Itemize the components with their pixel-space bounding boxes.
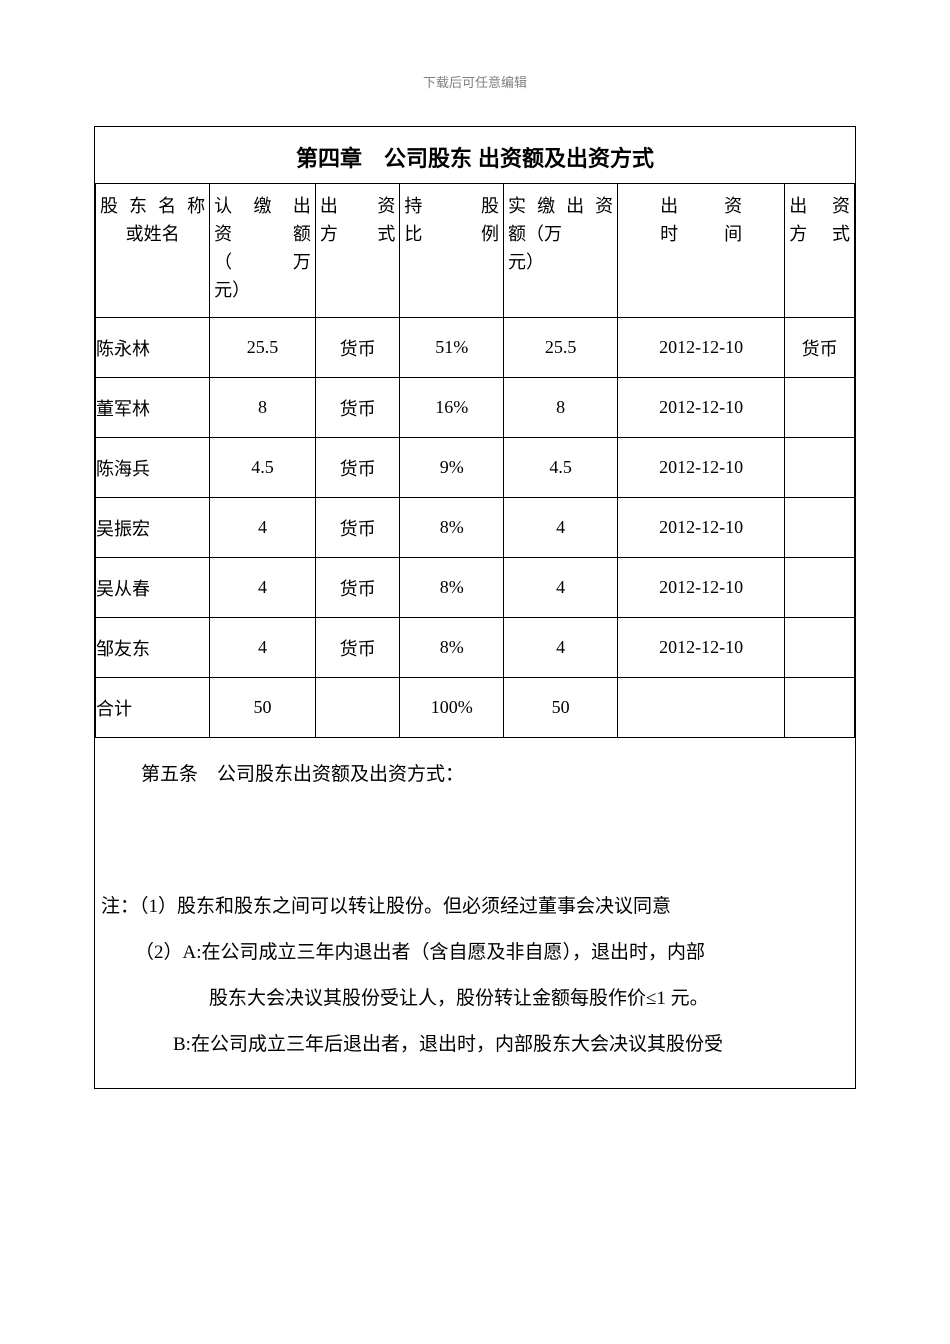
cell-subscribed: 4 — [210, 618, 316, 678]
col-header-ratio: 持股 比例 — [400, 184, 504, 318]
cell-method1 — [315, 678, 400, 738]
col-header-sub-l2: 资 额 — [214, 220, 311, 248]
col-header-paid-l2: 额（万 — [508, 224, 562, 244]
page-header-note: 下载后可任意编辑 — [0, 72, 950, 91]
cell-method1: 货币 — [315, 438, 400, 498]
table-row: 吴从春 4 货币 8% 4 2012-12-10 — [96, 558, 855, 618]
cell-method1: 货币 — [315, 558, 400, 618]
col-header-name: 股东名称 或姓名 — [96, 184, 210, 318]
note-line-1: 注：（1）股东和股东之间可以转让股份。但必须经过董事会决议同意 — [101, 884, 849, 930]
cell-time: 2012-12-10 — [618, 438, 785, 498]
cell-ratio: 8% — [400, 498, 504, 558]
cell-method2 — [785, 618, 855, 678]
article-5: 第五条 公司股东出资额及出资方式： — [95, 738, 855, 884]
col-header-paid-l3: 元） — [508, 248, 613, 276]
table-row: 陈海兵 4.5 货币 9% 4.5 2012-12-10 — [96, 438, 855, 498]
cell-method2: 货币 — [785, 318, 855, 378]
cell-method2 — [785, 558, 855, 618]
cell-method1: 货币 — [315, 378, 400, 438]
col-header-method2: 出资 方式 — [785, 184, 855, 318]
cell-method2 — [785, 378, 855, 438]
col-header-sub-l3: （ 万 — [214, 248, 311, 276]
col-header-time-l2: 时间 — [660, 220, 742, 248]
col-header-ratio-l1: 持股 — [404, 192, 499, 220]
cell-method1: 货币 — [315, 618, 400, 678]
col-header-m1-l2: 方式 — [320, 220, 396, 248]
col-header-sub-l1: 认缴出 — [214, 192, 311, 220]
cell-name: 邹友东 — [96, 618, 210, 678]
col-header-paid-l1: 实缴出资 — [508, 192, 613, 220]
col-header-ratio-l2: 比例 — [404, 220, 499, 248]
document-body: 第四章 公司股东 出资额及出资方式 股东名称 或姓名 认缴出 资 额 （ 万 元… — [94, 126, 856, 1089]
cell-method1: 货币 — [315, 498, 400, 558]
cell-name: 陈海兵 — [96, 438, 210, 498]
cell-paid: 50 — [504, 678, 618, 738]
note-line-2: （2）A:在公司成立三年内退出者（含自愿及非自愿），退出时，内部 — [101, 930, 849, 976]
cell-ratio: 9% — [400, 438, 504, 498]
col-header-time-l1: 出资 — [660, 192, 742, 220]
table-row: 陈永林 25.5 货币 51% 25.5 2012-12-10 货币 — [96, 318, 855, 378]
cell-method2 — [785, 438, 855, 498]
col-header-sub-l4: 元） — [214, 280, 250, 300]
col-header-m2-l2: 方式 — [789, 220, 850, 248]
table-row-total: 合计 50 100% 50 — [96, 678, 855, 738]
cell-subscribed: 25.5 — [210, 318, 316, 378]
cell-ratio: 8% — [400, 618, 504, 678]
col-header-m1-l1: 出资 — [320, 192, 396, 220]
cell-paid: 25.5 — [504, 318, 618, 378]
cell-time — [618, 678, 785, 738]
col-header-m2-l1: 出资 — [789, 192, 850, 220]
col-header-paid: 实缴出资 额（万 元） — [504, 184, 618, 318]
cell-method1: 货币 — [315, 318, 400, 378]
cell-paid: 8 — [504, 378, 618, 438]
note-line-4: B:在公司成立三年后退出者，退出时，内部股东大会决议其股份受 — [101, 1022, 849, 1068]
cell-method2 — [785, 498, 855, 558]
cell-paid: 4 — [504, 618, 618, 678]
cell-paid: 4.5 — [504, 438, 618, 498]
cell-time: 2012-12-10 — [618, 318, 785, 378]
note-line-3: 股东大会决议其股份受让人，股份转让金额每股作价≤1 元。 — [101, 976, 849, 1022]
cell-time: 2012-12-10 — [618, 618, 785, 678]
col-header-name-l2: 或姓名 — [100, 220, 205, 248]
cell-time: 2012-12-10 — [618, 558, 785, 618]
chapter-title: 第四章 公司股东 出资额及出资方式 — [95, 127, 855, 183]
cell-paid: 4 — [504, 498, 618, 558]
cell-time: 2012-12-10 — [618, 378, 785, 438]
cell-ratio: 8% — [400, 558, 504, 618]
cell-subscribed: 4.5 — [210, 438, 316, 498]
cell-name: 董军林 — [96, 378, 210, 438]
table-header-row: 股东名称 或姓名 认缴出 资 额 （ 万 元） 出资 方式 持股 比例 实缴出资… — [96, 184, 855, 318]
cell-paid: 4 — [504, 558, 618, 618]
notes-block: 注：（1）股东和股东之间可以转让股份。但必须经过董事会决议同意 （2）A:在公司… — [95, 884, 855, 1088]
cell-name: 吴振宏 — [96, 498, 210, 558]
col-header-method1: 出资 方式 — [315, 184, 400, 318]
cell-method2 — [785, 678, 855, 738]
col-header-subscribed: 认缴出 资 额 （ 万 元） — [210, 184, 316, 318]
cell-ratio: 16% — [400, 378, 504, 438]
cell-ratio: 100% — [400, 678, 504, 738]
col-header-name-l1: 股东名称 — [100, 192, 205, 220]
cell-time: 2012-12-10 — [618, 498, 785, 558]
cell-subscribed: 4 — [210, 498, 316, 558]
cell-name: 合计 — [96, 678, 210, 738]
table-row: 董军林 8 货币 16% 8 2012-12-10 — [96, 378, 855, 438]
cell-name: 吴从春 — [96, 558, 210, 618]
shareholder-table: 股东名称 或姓名 认缴出 资 额 （ 万 元） 出资 方式 持股 比例 实缴出资… — [95, 183, 855, 738]
col-header-time: 出资 时间 — [618, 184, 785, 318]
cell-subscribed: 4 — [210, 558, 316, 618]
cell-subscribed: 50 — [210, 678, 316, 738]
table-row: 邹友东 4 货币 8% 4 2012-12-10 — [96, 618, 855, 678]
cell-subscribed: 8 — [210, 378, 316, 438]
cell-name: 陈永林 — [96, 318, 210, 378]
cell-ratio: 51% — [400, 318, 504, 378]
table-row: 吴振宏 4 货币 8% 4 2012-12-10 — [96, 498, 855, 558]
